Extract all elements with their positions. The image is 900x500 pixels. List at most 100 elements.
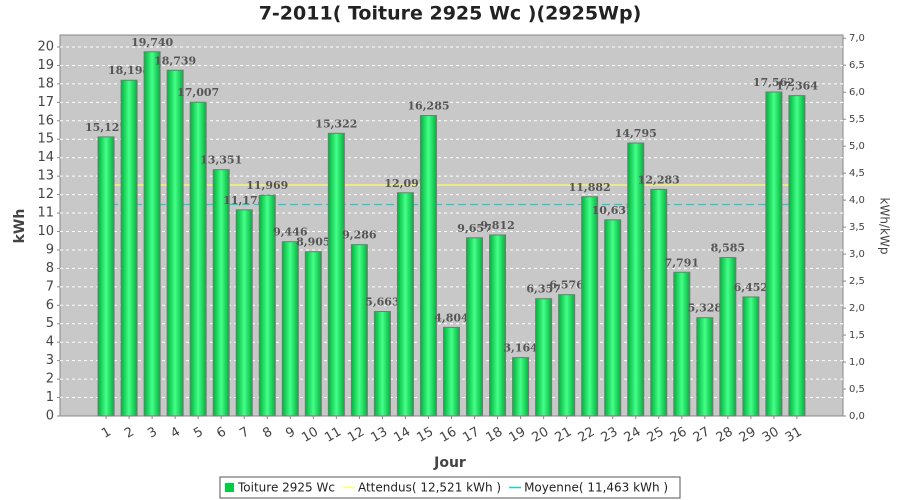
bar bbox=[466, 237, 484, 417]
x-tick-label: 29 bbox=[737, 425, 759, 446]
legend-label: Moyenne( 11,463 kWh ) bbox=[524, 481, 668, 495]
data-label: 12,097 bbox=[384, 177, 426, 190]
data-label: 11,882 bbox=[569, 181, 611, 194]
y-tick-label: 3 bbox=[46, 353, 54, 368]
x-tick-label: 26 bbox=[668, 425, 690, 446]
data-label: 13,351 bbox=[200, 154, 242, 167]
x-axis-title: Jour bbox=[433, 455, 466, 471]
data-label: 15,127 bbox=[85, 121, 127, 134]
y2-tick-label: 5,0 bbox=[849, 141, 865, 152]
y2-tick-label: 6,5 bbox=[849, 60, 865, 71]
data-label: 5,663 bbox=[365, 296, 399, 309]
y-tick-label: 9 bbox=[46, 242, 54, 257]
data-label: 14,795 bbox=[615, 127, 657, 140]
x-tick-label: 15 bbox=[414, 425, 436, 446]
x-tick-label: 10 bbox=[299, 425, 321, 446]
bar bbox=[166, 69, 184, 417]
x-tick-label: 12 bbox=[345, 425, 367, 446]
y-tick-label: 8 bbox=[46, 261, 54, 276]
legend-label: Toiture 2925 Wc bbox=[237, 481, 335, 495]
y-axis-title: kWh bbox=[12, 209, 28, 244]
data-label: 16,285 bbox=[407, 100, 449, 113]
y-tick-label: 0 bbox=[46, 409, 54, 424]
bar bbox=[97, 136, 115, 417]
y2-tick-label: 6,0 bbox=[849, 87, 865, 98]
bar bbox=[189, 101, 207, 417]
x-tick-label: 16 bbox=[437, 425, 459, 446]
data-label: 18,739 bbox=[154, 54, 196, 67]
y2-tick-label: 1,5 bbox=[849, 330, 865, 341]
data-label: 15,322 bbox=[315, 117, 357, 130]
bar bbox=[373, 311, 391, 417]
y-tick-label: 20 bbox=[37, 39, 54, 54]
bar bbox=[512, 357, 530, 417]
y-tick-label: 18 bbox=[37, 76, 54, 91]
y-tick-label: 19 bbox=[37, 58, 54, 73]
x-tick-label: 23 bbox=[599, 425, 621, 446]
x-tick-label: 27 bbox=[691, 425, 713, 446]
y-tick-label: 1 bbox=[46, 390, 54, 405]
y2-tick-label: 3,5 bbox=[849, 222, 865, 233]
bar bbox=[120, 79, 138, 417]
x-tick-label: 18 bbox=[483, 425, 505, 446]
bar bbox=[235, 209, 253, 417]
x-tick-label: 28 bbox=[714, 425, 736, 446]
x-tick-label: 8 bbox=[260, 425, 275, 442]
y2-axis-title: kWh/kWp bbox=[878, 198, 892, 255]
x-tick-label: 6 bbox=[214, 425, 229, 442]
x-tick-label: 11 bbox=[322, 425, 344, 446]
bar bbox=[419, 115, 437, 417]
y-tick-label: 17 bbox=[37, 95, 54, 110]
y2-tick-label: 5,5 bbox=[849, 114, 865, 125]
data-label: 6,357 bbox=[526, 283, 560, 296]
data-label: 5,328 bbox=[688, 302, 723, 315]
data-label: 9,446 bbox=[273, 226, 308, 239]
data-label: 9,286 bbox=[342, 229, 377, 242]
y-tick-label: 16 bbox=[37, 113, 54, 128]
x-tick-label: 1 bbox=[99, 425, 114, 442]
y-tick-label: 10 bbox=[37, 224, 54, 239]
bar bbox=[696, 317, 714, 417]
y-tick-label: 15 bbox=[37, 132, 54, 147]
y2-tick-label: 7,0 bbox=[849, 33, 865, 44]
data-label: 11,173 bbox=[223, 194, 265, 207]
y2-tick-label: 2,5 bbox=[849, 276, 865, 287]
x-tick-label: 14 bbox=[391, 425, 413, 446]
data-label: 7,791 bbox=[665, 256, 699, 269]
x-tick-label: 4 bbox=[168, 425, 183, 442]
x-tick-label: 5 bbox=[191, 425, 206, 442]
bar bbox=[143, 51, 161, 417]
data-label: 4,804 bbox=[434, 311, 469, 324]
bar bbox=[535, 298, 553, 417]
data-label: 6,452 bbox=[734, 281, 768, 294]
x-tick-label: 3 bbox=[145, 425, 160, 442]
x-tick-label: 22 bbox=[576, 425, 598, 446]
y-tick-label: 13 bbox=[37, 169, 54, 184]
y-tick-label: 12 bbox=[37, 187, 54, 202]
y2-tick-label: 2,0 bbox=[849, 303, 865, 314]
y-tick-label: 7 bbox=[46, 279, 54, 294]
x-tick-label: 25 bbox=[645, 425, 667, 446]
bar bbox=[788, 95, 806, 417]
x-tick-label: 24 bbox=[622, 425, 644, 446]
x-tick-label: 19 bbox=[507, 425, 529, 446]
bar bbox=[443, 326, 460, 417]
y-tick-label: 6 bbox=[46, 298, 54, 313]
data-label: 9,657 bbox=[457, 222, 491, 235]
y-tick-label: 2 bbox=[46, 372, 54, 387]
data-label: 11,969 bbox=[246, 179, 288, 192]
bar bbox=[558, 294, 576, 417]
x-tick-label: 9 bbox=[283, 425, 298, 442]
legend-label: Attendus( 12,521 kWh ) bbox=[358, 481, 501, 495]
y-tick-label: 11 bbox=[37, 206, 54, 221]
x-tick-label: 30 bbox=[760, 425, 782, 446]
legend-swatch bbox=[225, 483, 234, 492]
data-label: 8,585 bbox=[711, 242, 745, 255]
x-tick-label: 13 bbox=[368, 425, 390, 446]
bar bbox=[396, 192, 414, 417]
x-tick-label: 7 bbox=[237, 425, 252, 442]
bar bbox=[304, 251, 322, 417]
x-tick-label: 31 bbox=[783, 425, 805, 446]
x-tick-label: 21 bbox=[553, 425, 575, 446]
